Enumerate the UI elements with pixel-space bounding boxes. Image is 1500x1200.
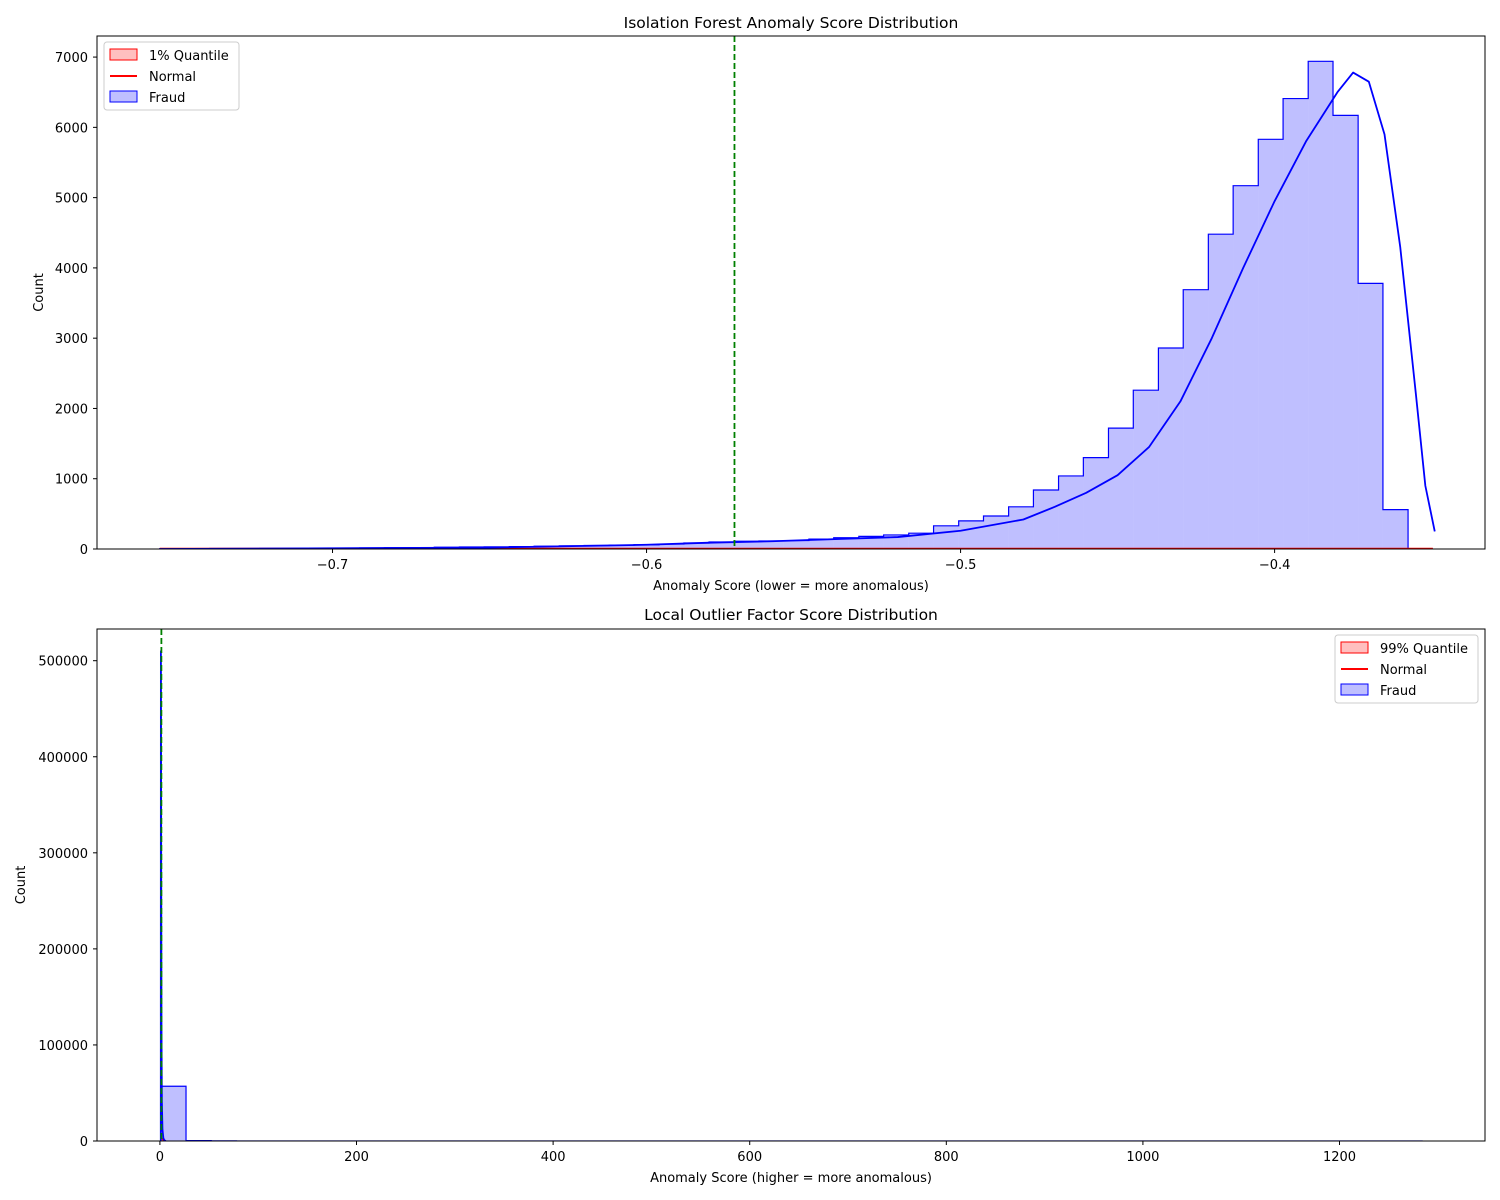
isolation-forest-chart: −0.7 −0.6 −0.5 −0.4 0 1000 2000 3000 4000 5000 600… (32, 14, 1486, 594)
fraud-bar (983, 515, 1009, 549)
axes-frame (96, 35, 1486, 550)
y-tick-label: 2000 (55, 402, 88, 417)
legend-swatch-0 (109, 48, 138, 61)
fraud-bar (1258, 139, 1284, 549)
fraud-bar (1158, 348, 1184, 549)
fraud-bar (709, 541, 734, 549)
fraud-bar (633, 544, 660, 549)
x-tick-label: −0.7 (317, 558, 349, 573)
y-tick-label: 6000 (55, 121, 88, 136)
fraud-bar (584, 545, 610, 549)
fraud-bar (1058, 475, 1084, 549)
legend-box (1334, 634, 1479, 704)
y-tick-label: 100000 (38, 1039, 88, 1054)
legend-label: Fraud (149, 91, 185, 106)
fraud-bar (559, 545, 585, 549)
fraud-bar (858, 536, 884, 549)
x-tick-label: 1000 (1126, 1150, 1159, 1165)
lof-chart: 0 200 400 600 800 1000 1200 0 100000 200000 300000… (14, 606, 1486, 1186)
y-tick-label: 400000 (38, 751, 88, 766)
fraud-kde-line (159, 71, 1436, 549)
legend-box (103, 41, 240, 111)
chart-title: Isolation Forest Anomaly Score Distribut… (624, 14, 959, 32)
fraud-bar (883, 534, 909, 549)
fraud-bar (1108, 428, 1134, 549)
fraud-bar (1233, 185, 1259, 549)
fraud-bar (1033, 489, 1059, 549)
y-axis-label: Count (14, 866, 29, 905)
x-axis-label: Anomaly Score (lower = more anomalous) (653, 579, 929, 594)
legend-swatch-2 (1340, 683, 1369, 696)
x-tick-label: 400 (541, 1150, 566, 1165)
fraud-bar (733, 541, 759, 549)
fraud-bar (160, 1086, 187, 1141)
legend: 99% Quantile Normal Fraud (1334, 634, 1479, 704)
y-tick-label: 200000 (38, 943, 88, 958)
legend: 1% Quantile Normal Fraud (103, 41, 240, 111)
fraud-bar (1382, 509, 1409, 549)
fraud-bar (833, 537, 859, 549)
fraud-bar (1183, 289, 1209, 549)
fraud-bar (1008, 506, 1034, 549)
y-tick-label: 4000 (55, 262, 88, 277)
axes-frame (96, 628, 1486, 1142)
chart-title: Local Outlier Factor Score Distribution (644, 606, 938, 624)
fraud-bar (1333, 115, 1359, 549)
legend-label: Normal (1380, 663, 1427, 678)
fraud-bar (1283, 98, 1309, 549)
fraud-bar (534, 546, 560, 549)
fraud-bar (908, 533, 934, 549)
y-tick-label: 500000 (38, 655, 88, 670)
x-tick-label: −0.4 (1259, 558, 1291, 573)
fraud-bar (1308, 61, 1334, 549)
x-tick-label: 800 (934, 1150, 959, 1165)
fraud-bar (609, 545, 634, 549)
y-tick-label: 3000 (55, 332, 88, 347)
x-axis-label: Anomaly Score (higher = more anomalous) (650, 1171, 932, 1186)
y-tick-label: 7000 (55, 51, 88, 66)
fraud-bar (1083, 457, 1109, 549)
x-tick-label: −0.6 (631, 558, 663, 573)
fraud-bar (933, 525, 959, 549)
y-tick-label: 1000 (55, 473, 88, 488)
x-tick-label: −0.5 (945, 558, 977, 573)
legend-swatch-2 (109, 90, 138, 103)
fraud-bar (683, 543, 710, 549)
legend-swatch-0 (1340, 641, 1369, 654)
y-tick-label: 0 (80, 543, 88, 558)
y-tick-label: 5000 (55, 192, 88, 207)
x-tick-label: 1200 (1323, 1150, 1356, 1165)
legend-label: 99% Quantile (1380, 642, 1468, 657)
fraud-bar (783, 540, 809, 549)
legend-label: Normal (149, 70, 196, 85)
y-axis-label: Count (32, 273, 47, 312)
x-tick-label: 600 (737, 1150, 762, 1165)
fraud-bar (808, 539, 834, 549)
legend-label: 1% Quantile (149, 49, 229, 64)
x-tick-label: 200 (344, 1150, 369, 1165)
fraud-bar (758, 540, 784, 549)
fraud-bar (958, 520, 984, 549)
fraud-bar (659, 544, 684, 549)
x-tick-label: 0 (156, 1150, 164, 1165)
y-tick-label: 300000 (38, 847, 88, 862)
legend-label: Fraud (1380, 684, 1416, 699)
fraud-bar (1208, 234, 1234, 549)
fraud-bar (1358, 283, 1383, 549)
fraud-bar (1133, 390, 1159, 549)
y-tick-label: 0 (80, 1135, 88, 1150)
